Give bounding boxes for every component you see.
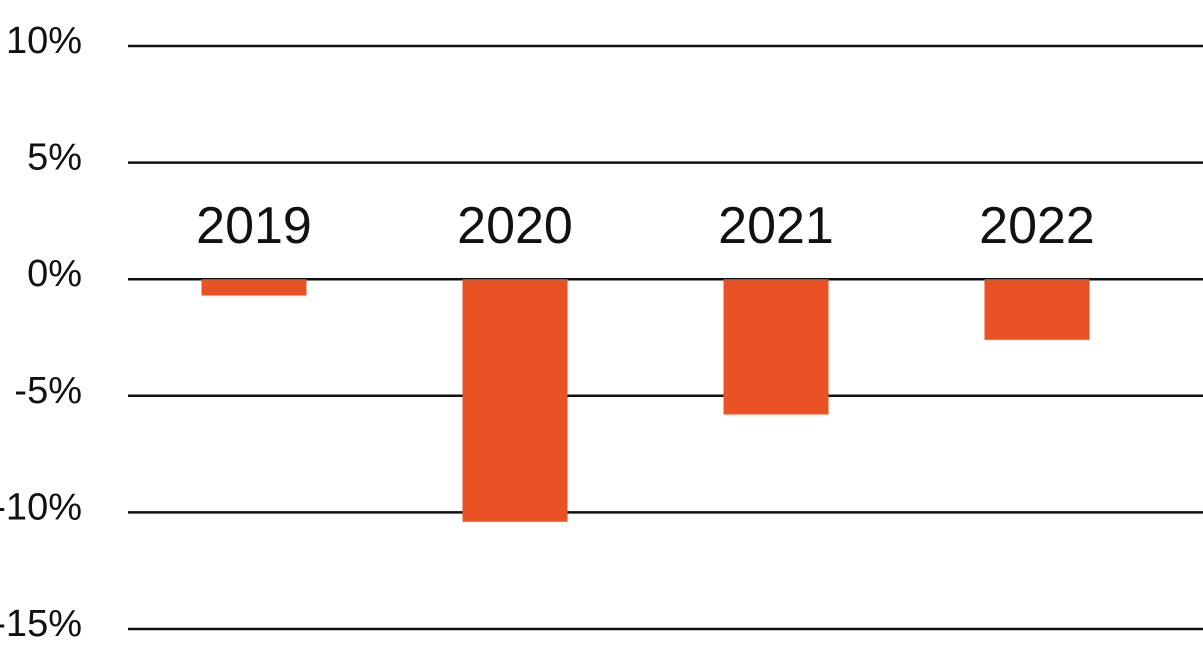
category-label-2019: 2019 [196,197,312,255]
category-label-2022: 2022 [979,197,1095,255]
y-tick-label: 5% [27,137,82,179]
y-tick-label: -15% [0,603,82,645]
gridlines [128,44,1203,631]
category-label-2020: 2020 [457,197,573,255]
y-axis-tick-labels: 10% 5% 0% -5% -10% -15% [0,20,82,645]
y-tick-label: 10% [6,20,82,62]
bar-2019 [201,279,307,296]
y-tick-label: -10% [0,486,82,528]
bars [201,279,1090,522]
category-label-2021: 2021 [718,197,834,255]
bar-2021 [723,279,829,415]
category-labels: 2019 2020 2021 2022 [196,197,1095,255]
y-tick-label: -5% [14,370,82,412]
y-tick-label: 0% [27,253,82,295]
bar-2022 [984,279,1090,340]
bar-2020 [462,279,568,522]
